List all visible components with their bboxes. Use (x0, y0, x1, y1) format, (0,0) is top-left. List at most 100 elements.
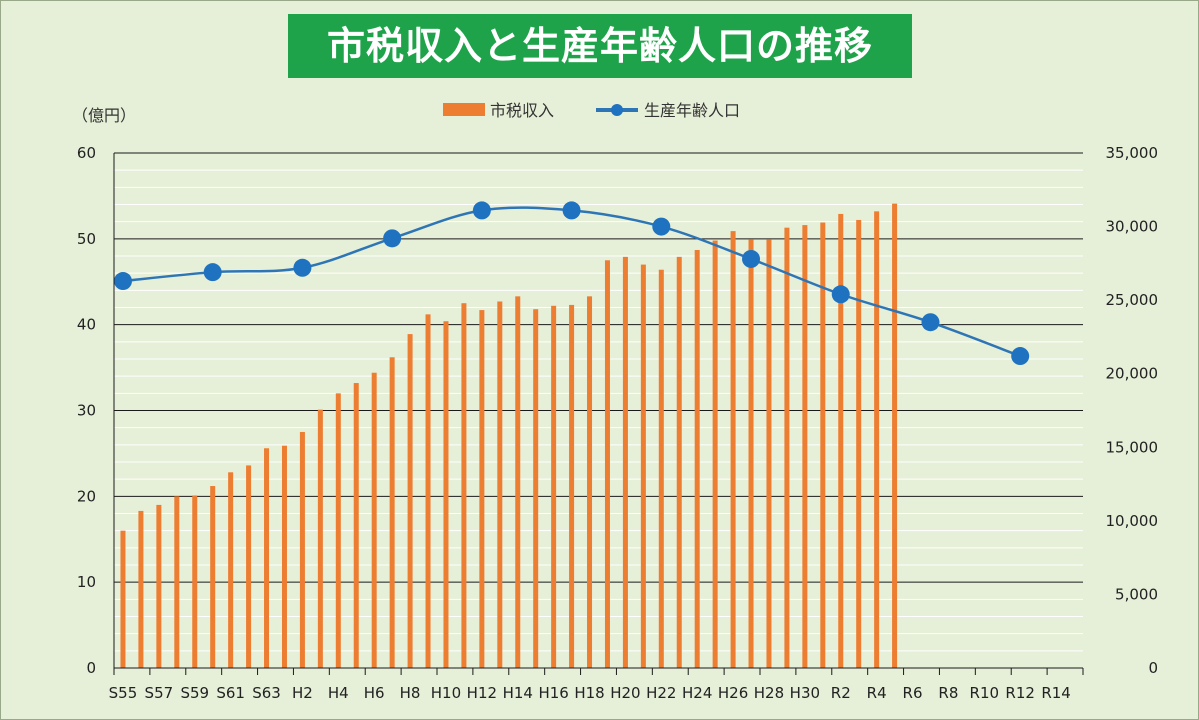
right-tick-label-10,000: 10,000 (1106, 512, 1159, 530)
line-marker-生産年齢人口-4 (472, 201, 491, 220)
line-series-生産年齢人口 (113, 201, 1030, 366)
right-tick-label-15,000: 15,000 (1106, 438, 1159, 456)
bar-市税収入-H20 (640, 264, 646, 668)
bar-市税収入-H26 (748, 239, 754, 669)
x-tick-label-H22: H22 (646, 684, 676, 702)
right-tick-label-25,000: 25,000 (1106, 291, 1159, 309)
bar-series-市税収入 (120, 203, 898, 669)
x-tick-label-R4: R4 (867, 684, 887, 702)
line-marker-生産年齢人口-2 (293, 258, 312, 277)
x-tick-label-H10: H10 (431, 684, 461, 702)
x-tick-label-H12: H12 (467, 684, 497, 702)
bar-市税収入-H2 (317, 409, 323, 668)
bar-市税収入-H28 (784, 227, 790, 669)
bar-市税収入-H16 (551, 305, 557, 668)
x-tick-label-R8: R8 (938, 684, 958, 702)
bar-市税収入-H4 (335, 393, 341, 668)
bar-市税収入-S57 (156, 504, 162, 668)
x-tick-label-H8: H8 (400, 684, 421, 702)
x-tick-label-H26: H26 (718, 684, 748, 702)
left-tick-label-50: 50 (77, 230, 96, 248)
bar-市税収入-S61 (246, 465, 252, 668)
grid-lines (114, 152, 1083, 652)
bar-市税収入-H16 (569, 304, 575, 668)
bar-市税収入-H28 (766, 239, 772, 669)
line-marker-生産年齢人口-6 (652, 217, 671, 236)
x-tick-label-H6: H6 (364, 684, 385, 702)
bar-市税収入-H2 (299, 431, 305, 668)
bar-市税収入-H24 (694, 249, 700, 668)
x-tick-label-H30: H30 (790, 684, 820, 702)
bar-市税収入-R4 (892, 203, 898, 668)
bar-市税収入-R2 (856, 219, 862, 668)
line-marker-生産年齢人口-0 (113, 272, 132, 291)
line-marker-生産年齢人口-3 (383, 229, 402, 248)
left-tick-label-40: 40 (77, 316, 96, 334)
bar-市税収入-H20 (622, 256, 628, 668)
x-tick-label-R2: R2 (831, 684, 851, 702)
right-tick-label-35,000: 35,000 (1106, 144, 1159, 162)
right-tick-label-30,000: 30,000 (1106, 218, 1159, 236)
right-tick-label-5,000: 5,000 (1115, 585, 1158, 603)
x-tick-label-S57: S57 (145, 684, 174, 702)
x-tick-label-R14: R14 (1041, 684, 1071, 702)
chart-title: 市税収入と生産年齢人口の推移 (288, 14, 912, 78)
bar-市税収入-H18 (604, 260, 610, 668)
bar-市税収入-H12 (479, 310, 485, 668)
bar-市税収入-R2 (838, 213, 844, 669)
bar-市税収入-S57 (174, 496, 180, 668)
bar-市税収入-S59 (192, 495, 198, 668)
x-tick-label-H2: H2 (292, 684, 313, 702)
legend-swatch-marker (611, 104, 623, 116)
line-marker-生産年齢人口-7 (742, 249, 761, 268)
line-marker-生産年齢人口-10 (1011, 347, 1030, 366)
legend-label-line: 生産年齢人口 (644, 101, 740, 120)
bar-市税収入-H8 (425, 314, 431, 668)
x-tick-label-H4: H4 (328, 684, 349, 702)
x-tick-label-R10: R10 (970, 684, 1000, 702)
bar-市税収入-H12 (497, 301, 503, 668)
x-tick-label-H14: H14 (503, 684, 533, 702)
bar-市税収入-H10 (443, 321, 449, 668)
line-marker-生産年齢人口-8 (831, 285, 850, 304)
bar-市税収入-S55 (138, 510, 144, 668)
bar-市税収入-S61 (228, 472, 234, 668)
x-tick-label-R12: R12 (1005, 684, 1035, 702)
left-tick-label-0: 0 (86, 659, 96, 677)
right-tick-label-20,000: 20,000 (1106, 365, 1159, 383)
x-tick-label-S55: S55 (109, 684, 138, 702)
x-tick-label-H28: H28 (754, 684, 784, 702)
legend: 市税収入 生産年齢人口 (443, 101, 740, 120)
line-marker-生産年齢人口-5 (562, 201, 581, 220)
line-marker-生産年齢人口-1 (203, 263, 222, 282)
left-tick-label-10: 10 (77, 573, 96, 591)
bar-市税収入-R4 (874, 211, 880, 668)
x-tick-label-S61: S61 (216, 684, 245, 702)
bar-市税収入-H18 (587, 296, 593, 668)
bar-市税収入-H30 (820, 222, 826, 668)
x-tick-label-H18: H18 (574, 684, 604, 702)
left-tick-label-30: 30 (77, 402, 96, 420)
bar-市税収入-S63 (281, 445, 287, 668)
legend-label-bar: 市税収入 (490, 101, 554, 120)
bar-市税収入-H14 (515, 296, 521, 668)
x-tick-label-H24: H24 (682, 684, 712, 702)
y-axis-unit-label: （億円） (72, 106, 136, 125)
bar-市税収入-H26 (730, 231, 736, 668)
bar-市税収入-H8 (407, 334, 413, 668)
bar-市税収入-S55 (120, 530, 126, 668)
left-tick-label-20: 20 (77, 487, 96, 505)
x-tick-label-R6: R6 (903, 684, 923, 702)
bar-市税収入-H22 (658, 269, 664, 668)
bar-市税収入-H6 (389, 357, 395, 668)
x-tick-label-S63: S63 (252, 684, 281, 702)
bar-市税収入-H30 (802, 225, 808, 668)
line-marker-生産年齢人口-9 (921, 313, 940, 332)
bar-市税収入-S59 (210, 486, 216, 668)
x-tick-label-S59: S59 (180, 684, 209, 702)
bar-市税収入-H14 (533, 309, 539, 668)
bar-市税収入-H4 (353, 383, 359, 668)
bar-市税収入-H10 (461, 303, 467, 668)
